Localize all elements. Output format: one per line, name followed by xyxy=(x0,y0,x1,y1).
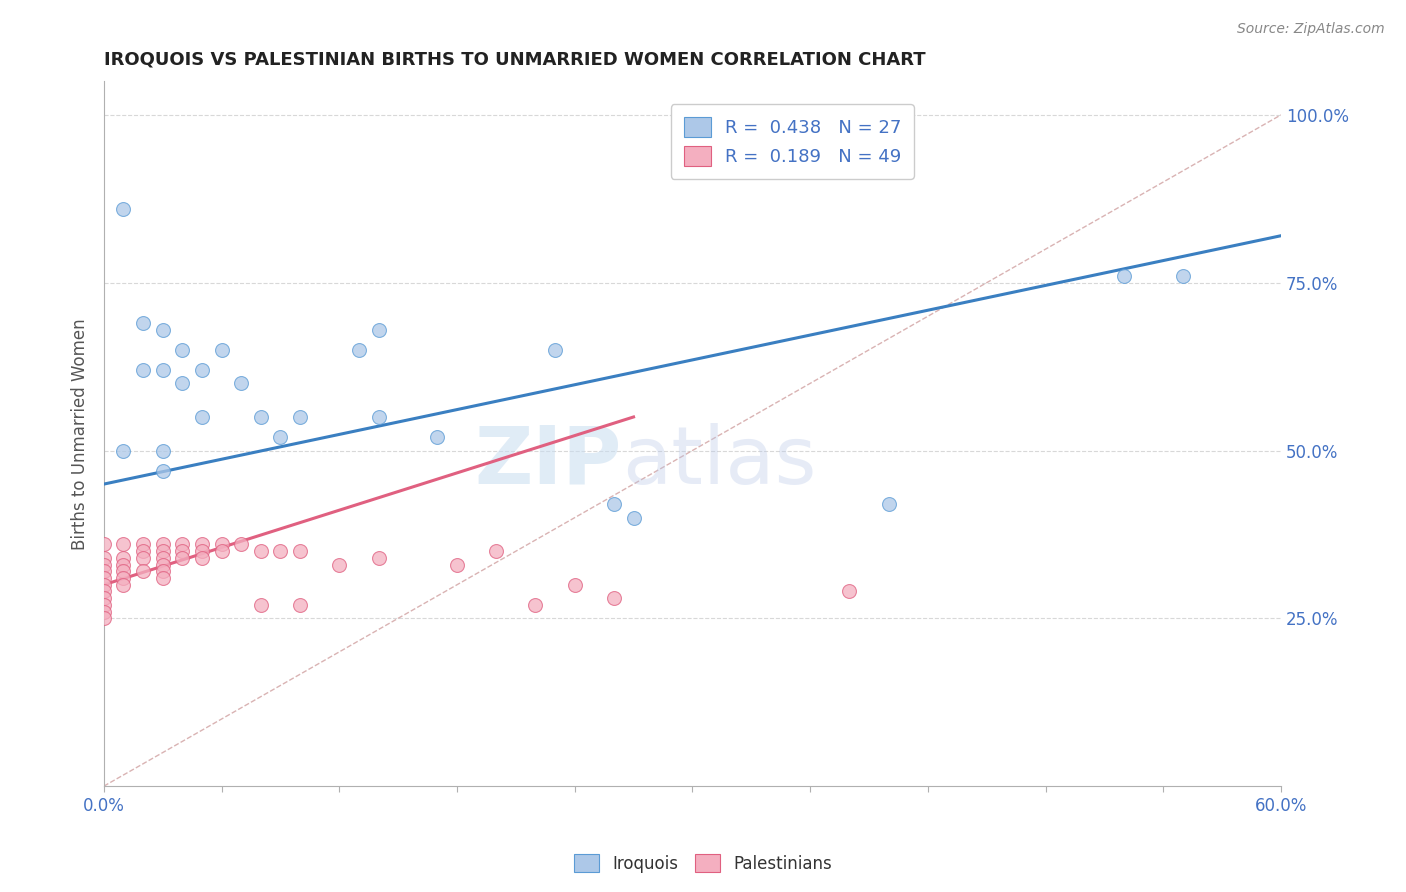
Point xyxy=(211,544,233,558)
Point xyxy=(191,537,214,551)
Point xyxy=(93,550,115,565)
Point xyxy=(544,343,567,357)
Point xyxy=(112,443,135,458)
Point xyxy=(367,409,389,424)
Point xyxy=(152,464,174,478)
Point xyxy=(172,544,194,558)
Point xyxy=(524,598,547,612)
Point xyxy=(152,323,174,337)
Point xyxy=(623,510,645,524)
Point xyxy=(191,363,214,377)
Point xyxy=(152,363,174,377)
Point xyxy=(564,578,586,592)
Point xyxy=(838,584,860,599)
Point xyxy=(93,537,115,551)
Point xyxy=(112,571,135,585)
Point xyxy=(152,550,174,565)
Point xyxy=(132,565,155,579)
Point xyxy=(485,544,508,558)
Point xyxy=(249,598,271,612)
Text: IROQUOIS VS PALESTINIAN BIRTHS TO UNMARRIED WOMEN CORRELATION CHART: IROQUOIS VS PALESTINIAN BIRTHS TO UNMARR… xyxy=(104,51,925,69)
Point xyxy=(132,544,155,558)
Point xyxy=(211,343,233,357)
Point xyxy=(172,343,194,357)
Point xyxy=(93,558,115,572)
Point xyxy=(1171,268,1194,283)
Point xyxy=(249,409,271,424)
Point xyxy=(112,537,135,551)
Point xyxy=(603,497,626,511)
Point xyxy=(132,363,155,377)
Point xyxy=(172,537,194,551)
Point xyxy=(191,550,214,565)
Text: ZIP: ZIP xyxy=(475,423,621,501)
Point xyxy=(231,537,253,551)
Point xyxy=(269,430,291,444)
Point xyxy=(93,598,115,612)
Point xyxy=(132,537,155,551)
Point xyxy=(426,430,449,444)
Text: Source: ZipAtlas.com: Source: ZipAtlas.com xyxy=(1237,22,1385,37)
Point xyxy=(93,565,115,579)
Point xyxy=(367,550,389,565)
Point xyxy=(93,591,115,606)
Point xyxy=(367,323,389,337)
Point xyxy=(152,558,174,572)
Point xyxy=(191,409,214,424)
Point xyxy=(112,558,135,572)
Point xyxy=(877,497,900,511)
Point xyxy=(172,376,194,391)
Point xyxy=(249,544,271,558)
Point xyxy=(152,565,174,579)
Point xyxy=(288,409,311,424)
Point xyxy=(446,558,468,572)
Point xyxy=(191,544,214,558)
Point xyxy=(1112,268,1135,283)
Point xyxy=(132,550,155,565)
Point xyxy=(93,584,115,599)
Point xyxy=(603,591,626,606)
Point xyxy=(231,376,253,391)
Point xyxy=(152,544,174,558)
Point xyxy=(152,537,174,551)
Point xyxy=(211,537,233,551)
Point xyxy=(112,565,135,579)
Point xyxy=(172,550,194,565)
Point xyxy=(93,571,115,585)
Point xyxy=(112,550,135,565)
Point xyxy=(288,544,311,558)
Text: atlas: atlas xyxy=(621,423,815,501)
Y-axis label: Births to Unmarried Women: Births to Unmarried Women xyxy=(72,318,89,549)
Point xyxy=(93,611,115,625)
Point xyxy=(112,578,135,592)
Legend: Iroquois, Palestinians: Iroquois, Palestinians xyxy=(567,847,839,880)
Point xyxy=(112,202,135,216)
Point xyxy=(328,558,350,572)
Point xyxy=(288,598,311,612)
Point xyxy=(269,544,291,558)
Point xyxy=(93,578,115,592)
Point xyxy=(93,605,115,619)
Point xyxy=(347,343,370,357)
Point xyxy=(152,443,174,458)
Point xyxy=(132,316,155,330)
Point xyxy=(152,571,174,585)
Legend: R =  0.438   N = 27, R =  0.189   N = 49: R = 0.438 N = 27, R = 0.189 N = 49 xyxy=(671,104,914,178)
